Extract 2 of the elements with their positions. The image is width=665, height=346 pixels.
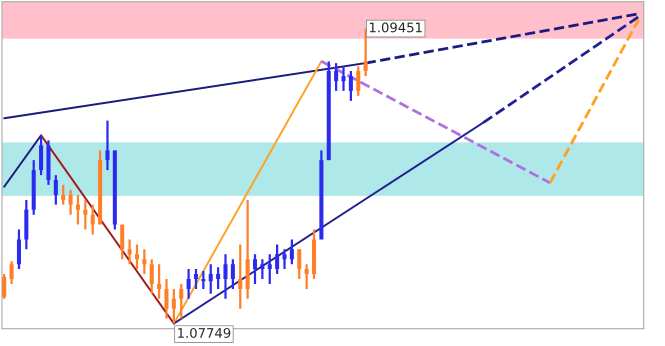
text: 1.07749 bbox=[178, 328, 230, 338]
annotation: 1.09451 bbox=[370, 22, 422, 32]
